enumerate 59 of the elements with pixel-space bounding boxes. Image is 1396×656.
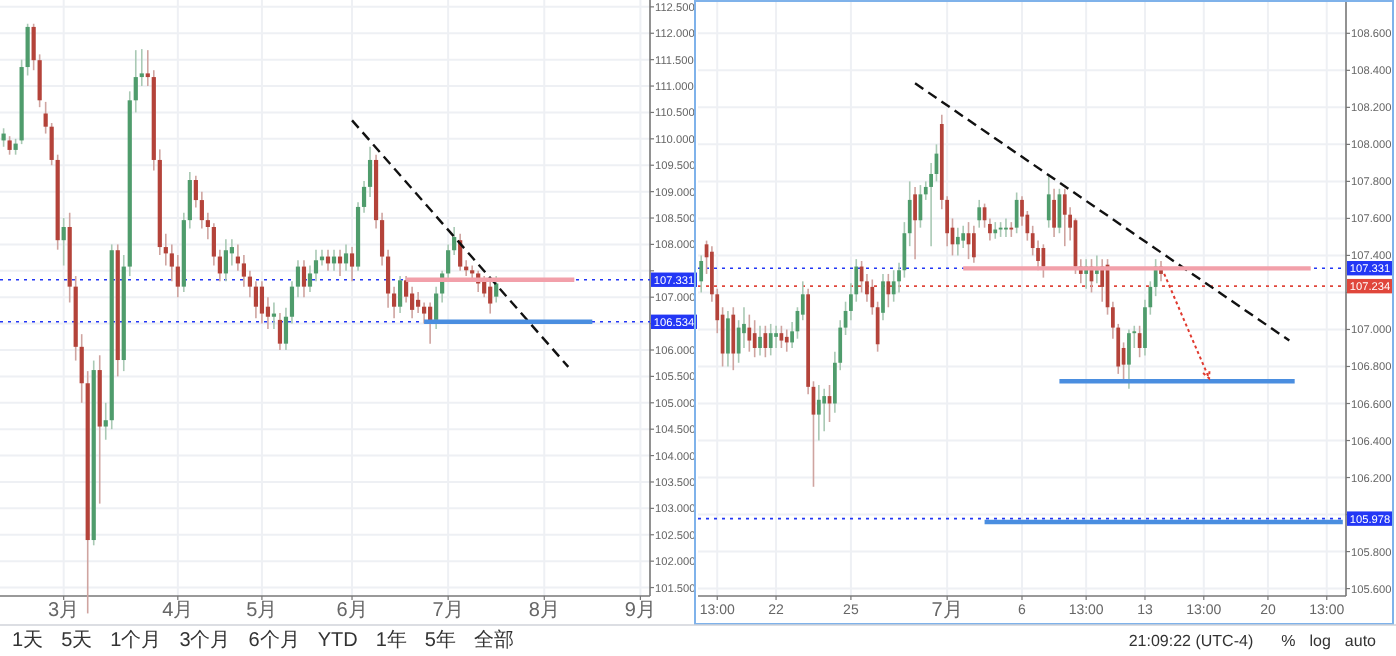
candlestick <box>726 310 730 368</box>
candlestick <box>277 312 283 351</box>
candlestick <box>891 269 896 303</box>
candlestick <box>7 135 12 156</box>
candlestick <box>397 275 403 314</box>
candlestick <box>822 387 827 433</box>
candlestick <box>977 199 982 229</box>
x-tick-label: 4月 <box>162 600 194 622</box>
text: 3个月 <box>179 628 231 652</box>
candlestick <box>1004 217 1008 238</box>
text: YTD <box>317 630 358 652</box>
candlestick <box>961 225 966 249</box>
x-tick-label: 6月 <box>336 600 368 622</box>
candlestick <box>699 254 704 294</box>
candlestick <box>259 280 265 325</box>
text: 5天 <box>61 630 93 652</box>
candlestick <box>1014 191 1019 235</box>
candlestick <box>61 217 66 267</box>
candlestick <box>301 259 307 299</box>
candlestick <box>1127 328 1131 390</box>
text: % <box>1281 632 1296 650</box>
x-tick-label: 9月 <box>624 600 656 622</box>
candlestick <box>913 186 917 260</box>
text: 6个月 <box>248 628 300 652</box>
candlestick <box>763 324 768 359</box>
text: 1年 <box>375 628 407 652</box>
candlestick <box>349 246 355 283</box>
x-tick-label: 8月 <box>528 600 560 622</box>
candlestick <box>494 275 499 304</box>
text: log <box>1309 632 1331 650</box>
x-tick-label: 5月 <box>246 600 278 622</box>
candlestick <box>488 280 493 315</box>
candlestick <box>758 324 762 357</box>
text: 1个月 <box>110 628 162 652</box>
candlestick <box>1046 173 1051 229</box>
candlestick <box>955 226 960 257</box>
candlestick <box>343 243 349 272</box>
text: 21:09:22 (UTC-4) <box>1128 632 1254 650</box>
candlestick <box>731 306 736 371</box>
text: 5年 <box>424 628 456 652</box>
candlestick <box>774 324 778 349</box>
text: auto <box>1344 632 1378 650</box>
x-tick-label: 7月 <box>432 600 464 622</box>
candlestick <box>1052 188 1056 238</box>
candlestick <box>1062 188 1067 247</box>
candlestick <box>816 384 821 442</box>
candlestick <box>271 301 277 330</box>
x-tick-label: 7月 <box>931 600 963 622</box>
candlestick <box>886 273 891 309</box>
candlestick <box>972 225 976 264</box>
candlestick <box>747 313 752 353</box>
candlestick <box>881 273 885 322</box>
text: 全部 <box>473 628 514 652</box>
text: 1天 <box>12 630 44 652</box>
candlestick <box>752 319 757 359</box>
candlestick <box>784 328 789 353</box>
candlestick <box>223 238 228 283</box>
candlestick <box>768 323 773 357</box>
x-tick-label: 3月 <box>48 600 80 622</box>
